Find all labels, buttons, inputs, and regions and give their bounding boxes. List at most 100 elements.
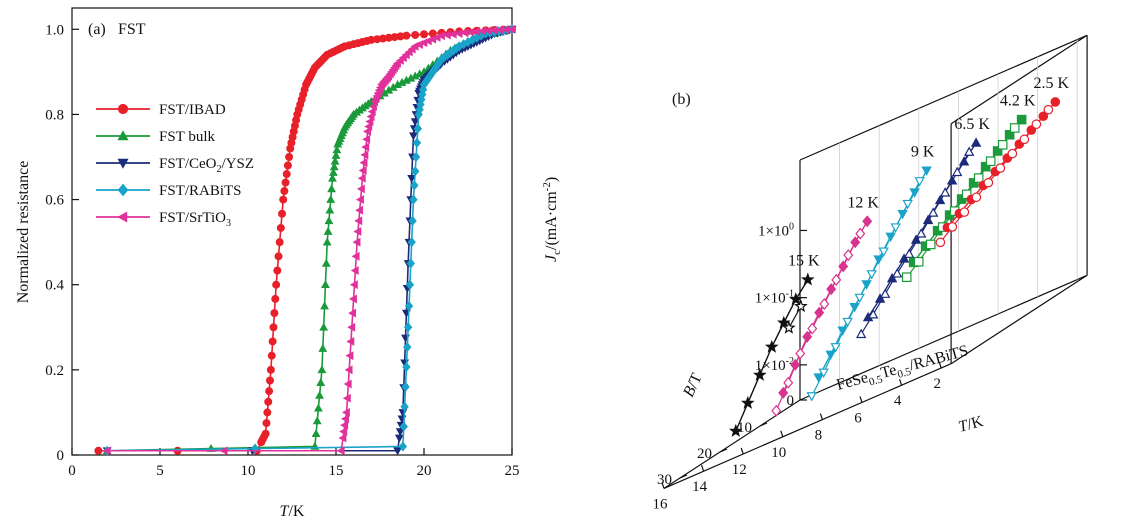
data-point	[341, 408, 350, 417]
data-point-filled	[764, 339, 779, 353]
data-point	[325, 205, 335, 214]
data-point	[328, 167, 338, 176]
series-label: 4.2 K	[1000, 93, 1036, 110]
data-point	[261, 429, 270, 438]
data-point-filled	[825, 350, 836, 361]
data-point	[340, 420, 349, 430]
panel-b-z-axis: 01×10-21×10-11×100	[755, 221, 807, 409]
data-point-filled	[728, 423, 743, 437]
data-point	[361, 142, 370, 152]
data-point	[278, 209, 287, 218]
data-point-open	[1043, 104, 1054, 115]
b-tick-label: 20	[697, 446, 712, 462]
data-point	[407, 237, 416, 248]
data-point	[507, 24, 516, 34]
data-point-open	[771, 404, 782, 417]
data-point	[336, 446, 345, 456]
data-point-open	[903, 248, 915, 258]
data-point-open	[878, 247, 889, 257]
panel-a: (a) FST 0 5 10 15 20 25 0 0.2 0.4 0.6 0.8 1.0 FST/…	[15, 7, 520, 520]
data-point	[344, 365, 353, 375]
data-point	[285, 153, 294, 162]
data-point-open	[927, 207, 939, 217]
data-point-open	[807, 322, 818, 335]
panel-a-title: FST	[118, 21, 146, 38]
data-point-open	[782, 320, 796, 334]
data-point	[326, 194, 336, 203]
data-point	[321, 280, 330, 289]
series-12-K	[771, 215, 873, 417]
y-tick-label: 0	[57, 448, 65, 464]
data-point-open	[783, 376, 794, 389]
data-point	[343, 379, 352, 389]
data-point	[316, 377, 326, 386]
data-point	[348, 308, 357, 318]
data-point	[318, 343, 328, 352]
data-point	[365, 117, 374, 126]
data-point-filled	[910, 234, 922, 244]
data-point	[330, 156, 340, 165]
data-point-filled	[958, 156, 970, 166]
data-point	[322, 237, 332, 246]
data-point	[403, 342, 412, 353]
data-point	[311, 429, 321, 438]
data-point	[356, 184, 365, 194]
data-point	[274, 252, 283, 261]
data-point-open	[947, 222, 958, 232]
z-tick-label: 1×100	[758, 221, 794, 239]
x-tick-label: 25	[505, 463, 520, 479]
data-point	[283, 161, 292, 170]
data-point-open	[891, 268, 903, 278]
data-point-filled	[1050, 97, 1061, 107]
data-point	[410, 180, 419, 191]
data-point	[354, 216, 363, 226]
data-point	[411, 166, 420, 177]
data-point	[276, 223, 285, 232]
data-point	[362, 134, 371, 144]
right-top-edge	[950, 34, 1088, 125]
t-tick-label: 14	[692, 479, 708, 495]
t-tick-label: 16	[653, 496, 669, 512]
data-point-filled	[790, 358, 801, 371]
b-tick-label: 10	[737, 420, 752, 436]
data-point	[321, 258, 331, 267]
back-floor-edge	[799, 274, 1088, 401]
data-point-open	[806, 392, 817, 402]
data-point-filled	[921, 166, 932, 176]
data-point	[402, 362, 411, 373]
data-point-open	[818, 368, 829, 378]
data-point-open	[914, 177, 925, 187]
data-point	[360, 150, 369, 160]
data-point-open	[819, 298, 830, 310]
data-point-filled	[934, 194, 946, 205]
data-point	[329, 162, 339, 171]
b-tick-label: 30	[657, 472, 672, 488]
y-tick-label: 0.2	[45, 363, 64, 379]
data-point	[263, 408, 272, 417]
panel-b-3d-box	[663, 34, 1088, 489]
data-point-open	[854, 293, 865, 304]
series-9-K	[806, 166, 932, 402]
back-top-edge	[799, 34, 1088, 161]
t-tick-label: 12	[732, 462, 747, 478]
data-point-open	[1019, 134, 1030, 145]
data-point	[273, 266, 282, 275]
data-point	[408, 215, 417, 226]
data-point	[393, 447, 403, 456]
floor-right-edge	[950, 274, 1088, 365]
data-point	[346, 337, 355, 346]
data-point-filled	[800, 272, 815, 286]
data-point-filled	[813, 373, 824, 383]
data-point	[348, 294, 357, 304]
data-point	[317, 365, 327, 374]
legend-label: FST/IBAD	[159, 102, 226, 118]
data-point-open	[795, 347, 806, 360]
data-point	[409, 194, 418, 205]
data-point	[266, 365, 275, 374]
data-point-open	[995, 163, 1006, 173]
data-point-open	[794, 299, 808, 313]
b-tick-mark	[759, 422, 768, 427]
z-tick-label: 0	[787, 393, 795, 409]
data-point	[406, 258, 415, 269]
series-line	[107, 28, 513, 452]
